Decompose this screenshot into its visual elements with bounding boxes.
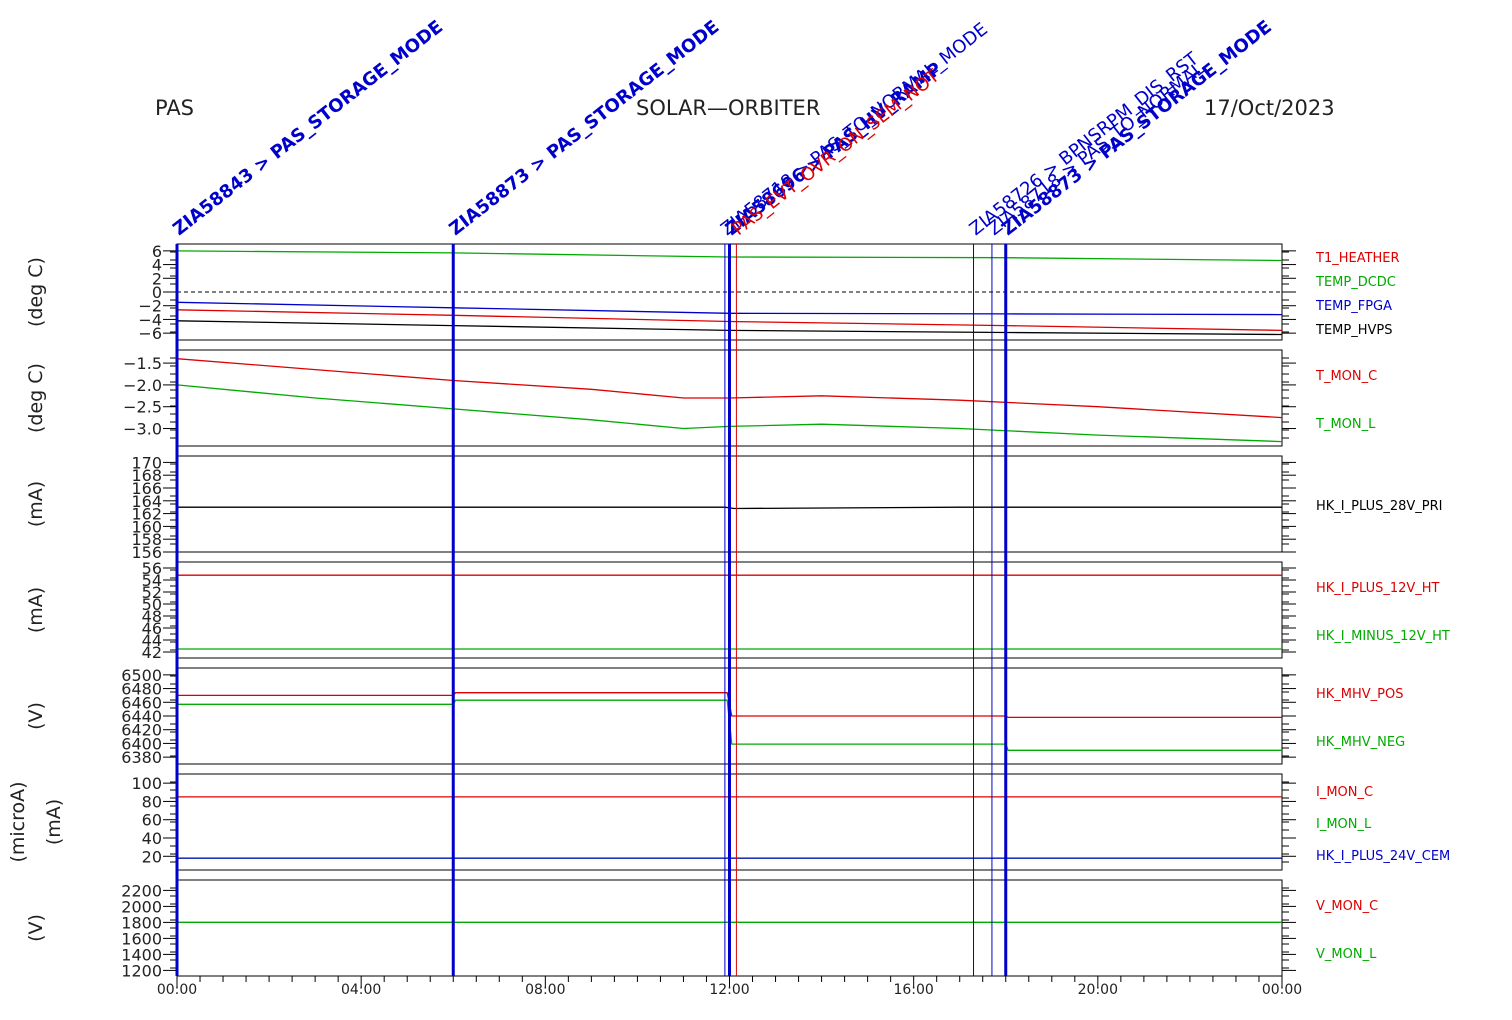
series-label: I_MON_C (1316, 785, 1373, 800)
y-tick-label: 80 (142, 792, 162, 811)
y-axis-label: (V) (25, 702, 47, 730)
event-label: PAS_EVT_OVR_ON_SEM_NOT (729, 65, 945, 240)
y-tick-label: 6460 (121, 693, 162, 712)
y-tick-label: −2.0 (123, 376, 162, 395)
series-label: I_MON_L (1316, 817, 1372, 832)
x-tick-label: 12:00 (709, 982, 749, 998)
y-tick-label: 162 (131, 505, 162, 524)
y-tick-label: −4 (138, 310, 162, 329)
y-tick-label: 2000 (121, 897, 162, 916)
y-tick-label: 2 (152, 269, 162, 288)
event-label: ZIA58873 > PAS_STORAGE_MODE (998, 16, 1276, 240)
event-label: ZIA58843 > PAS_STORAGE_MODE (169, 16, 447, 240)
y-axis-label: (V) (25, 914, 47, 942)
series-line (176, 384, 1283, 443)
y-tick-label: 60 (142, 811, 162, 830)
mission-title: SOLAR—ORBITER (636, 96, 821, 120)
y-tick-label: −2.5 (123, 398, 162, 417)
y-tick-label: 158 (131, 530, 162, 549)
event-label: ZIA58873 > PAS_STORAGE_MODE (445, 16, 723, 240)
y-axis-label: (deg C) (25, 257, 47, 327)
y-tick-label: −3.0 (123, 420, 162, 439)
y-tick-label: 168 (131, 466, 162, 485)
x-tick-label: 16:00 (893, 982, 933, 998)
y-tick-label: 1200 (121, 961, 162, 980)
y-tick-label: 4 (152, 256, 162, 275)
y-tick-label: −2 (138, 297, 162, 316)
y-tick-label: 1600 (121, 929, 162, 948)
series-label: HK_I_PLUS_28V_PRI (1316, 499, 1442, 514)
instrument-title: PAS (155, 96, 195, 120)
series-label: HK_I_PLUS_12V_HT (1316, 581, 1440, 596)
y-tick-label: 42 (142, 643, 162, 662)
series-label: T1_HEATHER (1315, 251, 1400, 266)
y-tick-label: 52 (142, 583, 162, 602)
y-axis-label: (mA) (25, 481, 47, 527)
y-axis-label: (deg C) (25, 363, 47, 433)
y-tick-label: 6380 (121, 748, 162, 767)
y-tick-label: 6400 (121, 734, 162, 753)
series-label: TEMP_DCDC (1315, 275, 1396, 290)
y-tick-label: 170 (131, 453, 162, 472)
x-tick-label: 00:00 (157, 982, 197, 998)
y-tick-label: 6440 (121, 707, 162, 726)
y-axis-label-2: (mA) (43, 799, 65, 845)
y-tick-label: 20 (142, 847, 162, 866)
series-label: TEMP_FPGA (1315, 299, 1392, 314)
y-tick-label: 48 (142, 607, 162, 626)
series-label: T_MON_C (1315, 369, 1377, 384)
y-axis-label: (microA) (7, 781, 29, 862)
y-tick-label: 46 (142, 619, 162, 638)
y-tick-label: 6500 (121, 666, 162, 685)
series-label: TEMP_HVPS (1315, 323, 1392, 338)
series-label: V_MON_L (1316, 947, 1377, 962)
y-axis-label: (mA) (25, 587, 47, 633)
y-tick-label: 50 (142, 595, 162, 614)
y-tick-label: 54 (142, 571, 162, 590)
y-tick-label: 6480 (121, 680, 162, 699)
series-label: T_MON_L (1315, 417, 1376, 432)
y-tick-label: 1400 (121, 945, 162, 964)
series-label: HK_MHV_POS (1316, 687, 1404, 702)
y-tick-label: 56 (142, 559, 162, 578)
y-tick-label: 166 (131, 479, 162, 498)
y-tick-label: −1.5 (123, 354, 162, 373)
x-tick-label: 08:00 (525, 982, 565, 998)
y-tick-label: 1800 (121, 913, 162, 932)
x-tick-label: 00:00 (1262, 982, 1302, 998)
series-line (176, 358, 1283, 419)
date-title: 17/Oct/2023 (1204, 96, 1335, 120)
series-label: V_MON_C (1316, 899, 1378, 914)
series-label: HK_I_PLUS_24V_CEM (1316, 849, 1450, 864)
y-tick-label: 6 (152, 242, 162, 261)
y-tick-label: 164 (131, 492, 162, 511)
y-tick-label: 160 (131, 517, 162, 536)
y-tick-label: −6 (138, 324, 162, 343)
x-tick-label: 04:00 (341, 982, 381, 998)
y-tick-label: 100 (131, 774, 162, 793)
series-label: HK_I_MINUS_12V_HT (1316, 629, 1450, 644)
y-tick-label: 6420 (121, 721, 162, 740)
y-tick-label: 156 (131, 543, 162, 562)
series-label: HK_MHV_NEG (1316, 735, 1405, 750)
y-tick-label: 44 (142, 631, 162, 650)
y-tick-label: 2200 (121, 881, 162, 900)
x-tick-label: 20:00 (1078, 982, 1118, 998)
y-tick-label: 0 (152, 283, 162, 302)
y-tick-label: 40 (142, 829, 162, 848)
